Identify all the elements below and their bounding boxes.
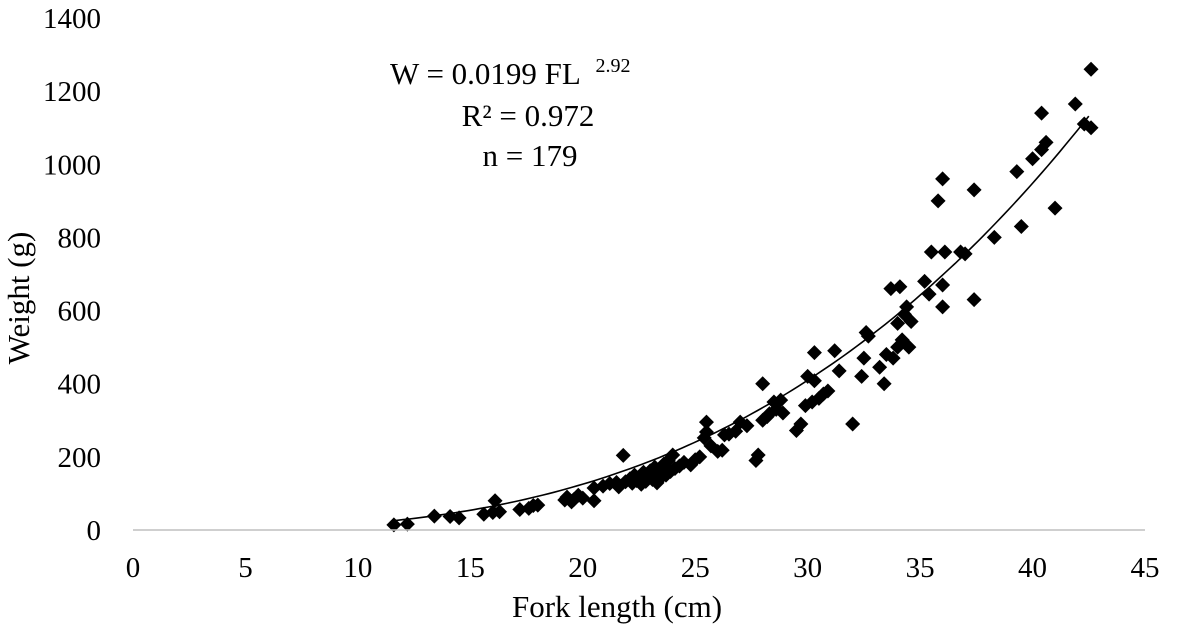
data-point [714,442,730,458]
y-tick-label: 1200 [43,76,101,108]
data-point [775,405,791,421]
data-point [1013,218,1029,234]
x-tick-label: 20 [568,552,597,584]
data-point [986,229,1002,245]
data-point [856,350,872,366]
data-point [806,345,822,361]
data-point [615,447,631,463]
regression-annotation: W = 0.0199 FL 2.92 R² = 0.972 n = 179 [390,55,630,173]
data-point [885,350,901,366]
data-point [575,490,591,506]
data-point [1067,96,1083,112]
x-tick-label: 30 [793,552,822,584]
data-point [755,376,771,392]
data-point [872,359,888,375]
data-point [1083,120,1099,136]
data-point [890,315,906,331]
x-axis-tick-labels: 0 5 10 15 20 25 30 35 40 45 [126,552,1160,584]
data-point [399,516,415,532]
data-point [793,416,809,432]
equation-label: W = 0.0199 FL 2.92 [390,55,630,91]
data-point [892,279,908,295]
data-point [1047,200,1063,216]
data-point [806,373,822,389]
data-point [854,368,870,384]
data-point [1083,61,1099,77]
x-tick-label: 40 [1018,552,1047,584]
data-point [1009,164,1025,180]
data-point [1025,151,1041,167]
data-point [692,449,708,465]
data-point [917,273,933,289]
y-tick-label: 1000 [43,149,101,181]
data-point [1034,105,1050,121]
data-point [530,497,546,513]
equation-exponent: 2.92 [595,55,630,77]
data-point [901,339,917,355]
data-point [820,383,836,399]
data-point [750,447,766,463]
data-point [921,286,937,302]
data-point [512,502,528,518]
x-tick-label: 25 [681,552,710,584]
y-axis-title: Weight (g) [1,232,36,365]
y-axis-tick-labels: 0 200 400 600 800 1000 1200 1400 [43,3,101,547]
data-point [827,343,843,359]
data-point [698,414,714,430]
x-tick-label: 0 [126,552,141,584]
data-point [935,299,951,315]
x-tick-label: 10 [343,552,372,584]
data-point [831,363,847,379]
data-point [935,171,951,187]
data-point [923,244,939,260]
data-point [966,182,982,198]
x-tick-label: 45 [1131,552,1160,584]
x-axis-title: Fork length (cm) [512,589,722,624]
data-point [739,418,755,434]
y-tick-label: 600 [58,296,102,328]
data-point [1038,134,1054,150]
data-point [386,517,402,533]
x-tick-label: 35 [906,552,935,584]
data-point [930,193,946,209]
data-point [876,376,892,392]
data-point [966,292,982,308]
data-point [903,314,919,330]
r-squared-label: R² = 0.972 [462,98,595,133]
data-point [845,416,861,432]
y-tick-label: 400 [58,369,102,401]
data-point [586,493,602,509]
data-point [773,392,789,408]
sample-size-label: n = 179 [483,138,578,173]
data-point [937,244,953,260]
power-trendline [391,115,1090,522]
equation-text: W = 0.0199 FL [390,56,580,91]
data-point [935,277,951,293]
y-tick-label: 200 [58,442,102,474]
y-tick-label: 0 [87,515,102,547]
data-point [451,510,467,526]
y-tick-label: 800 [58,222,102,254]
x-tick-label: 15 [456,552,485,584]
x-tick-label: 5 [238,552,253,584]
data-point [492,504,508,520]
y-tick-label: 1400 [43,3,101,35]
